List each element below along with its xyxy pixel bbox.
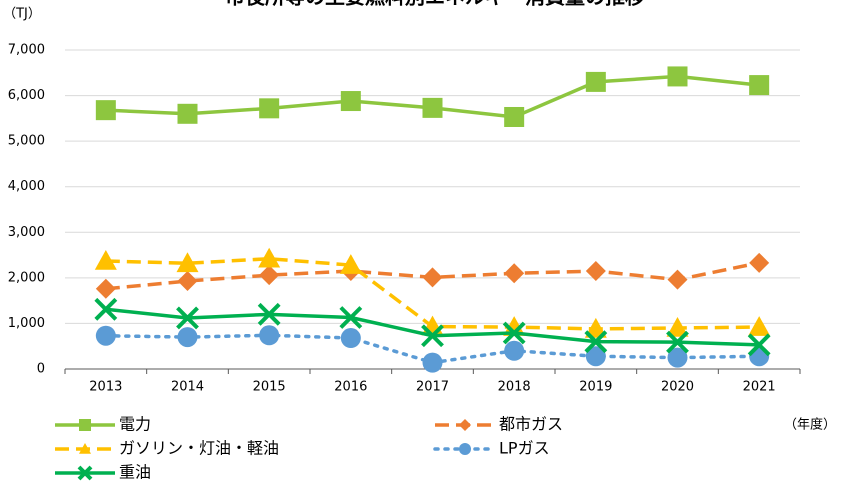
marker: [176, 252, 199, 273]
marker: [339, 254, 362, 274]
y-tick-label: 4,000: [8, 179, 45, 194]
marker: [503, 316, 526, 336]
marker: [585, 71, 606, 92]
legend-label: LPガス: [499, 439, 550, 458]
marker: [748, 316, 771, 336]
chart-title: 市役所等の主要燃料別エネルギー消費量の推移: [225, 0, 645, 9]
x-tick-label: 2014: [171, 380, 204, 395]
marker: [667, 66, 688, 87]
x-tick-label: 2015: [253, 380, 286, 395]
marker: [667, 269, 688, 290]
marker: [584, 317, 607, 338]
y-tick-label: 0: [37, 362, 45, 377]
x-tick-label: 2018: [498, 380, 531, 395]
marker: [667, 347, 688, 368]
y-tick-label: 6,000: [8, 88, 45, 103]
marker: [259, 98, 280, 119]
marker: [77, 465, 93, 481]
marker: [747, 333, 771, 357]
marker: [94, 297, 118, 321]
marker: [749, 75, 770, 96]
marker: [258, 247, 281, 268]
marker: [177, 271, 198, 292]
x-tick-label: 2021: [743, 380, 776, 395]
marker: [94, 249, 117, 270]
marker: [584, 330, 608, 354]
marker: [422, 352, 443, 373]
y-axis-label: （TJ）: [3, 7, 41, 22]
marker: [421, 324, 444, 348]
marker: [259, 325, 280, 346]
legend-label: 重油: [119, 463, 151, 482]
x-tick-label: 2013: [89, 380, 122, 395]
x-tick-label: 2019: [579, 380, 612, 395]
x-tick-label: 2016: [334, 380, 367, 395]
marker: [340, 328, 361, 349]
x-tick-label: 2020: [661, 380, 694, 395]
marker: [177, 103, 198, 124]
marker: [95, 278, 116, 299]
marker: [666, 330, 689, 354]
marker: [504, 106, 525, 127]
marker: [504, 340, 525, 361]
marker: [79, 419, 91, 431]
marker: [422, 97, 443, 118]
marker: [459, 443, 471, 455]
marker: [422, 267, 443, 288]
x-tick-label: 2017: [416, 380, 449, 395]
y-tick-label: 1,000: [8, 316, 45, 331]
marker: [666, 316, 689, 337]
y-tick-label: 3,000: [8, 225, 45, 240]
marker: [340, 91, 361, 112]
y-tick-label: 5,000: [8, 134, 45, 149]
y-tick-label: 2,000: [8, 270, 45, 285]
marker: [176, 306, 199, 330]
legend-label: ガソリン・灯油・軽油: [119, 439, 279, 458]
marker: [95, 325, 116, 346]
marker: [339, 306, 363, 329]
marker: [459, 419, 471, 431]
marker: [502, 321, 526, 345]
legend-label: 電力: [119, 415, 151, 434]
marker: [257, 302, 281, 326]
marker: [259, 265, 280, 286]
marker: [177, 327, 198, 348]
marker: [585, 346, 606, 367]
marker: [749, 252, 770, 273]
marker: [79, 443, 91, 454]
marker: [95, 100, 116, 121]
marker: [585, 261, 606, 282]
legend-label: 都市ガス: [499, 415, 563, 434]
marker: [504, 263, 525, 284]
x-axis-label: （年度）: [784, 417, 836, 433]
y-tick-label: 7,000: [8, 43, 45, 58]
